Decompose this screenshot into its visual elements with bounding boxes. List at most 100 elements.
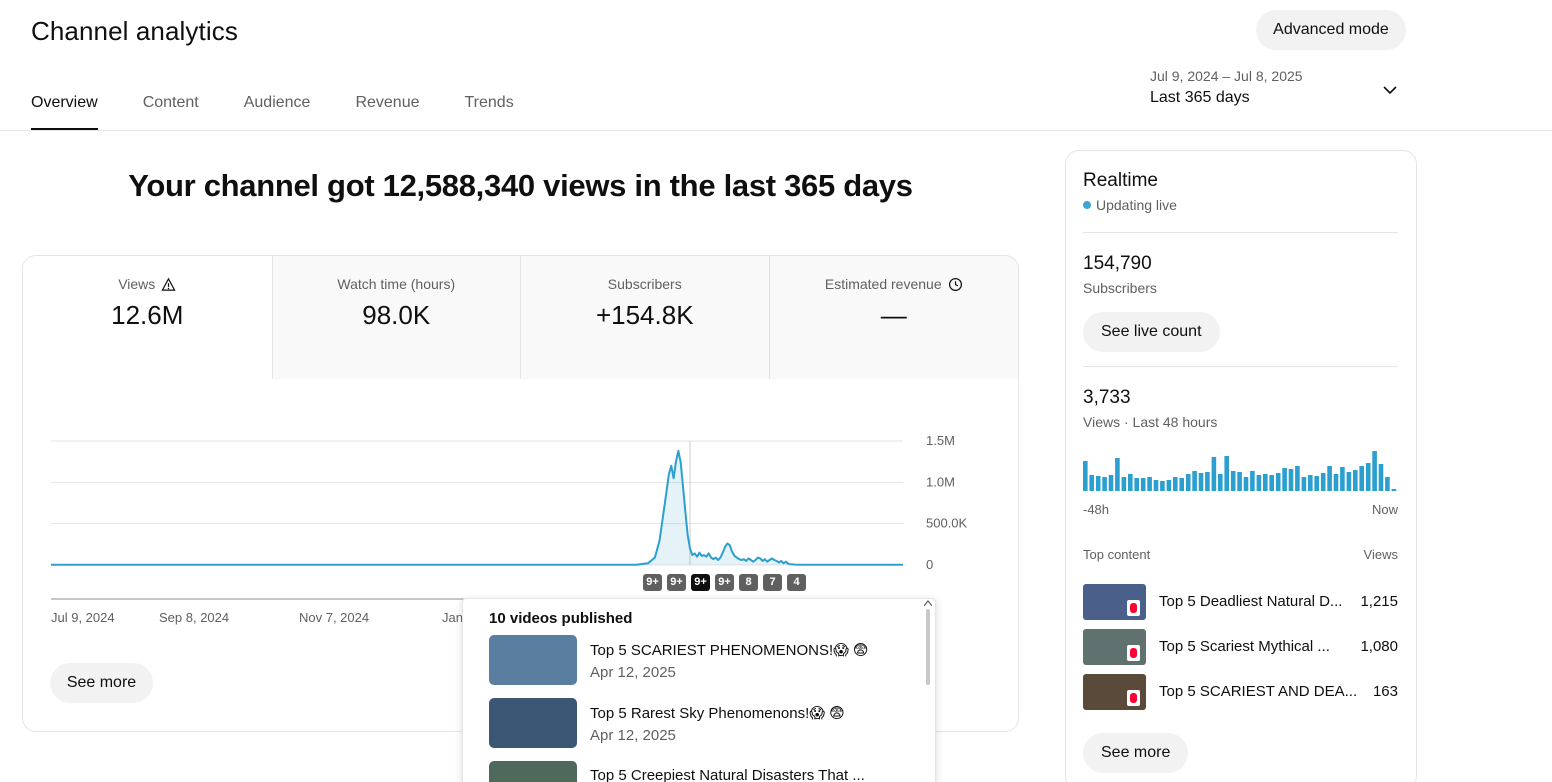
realtime-bar[interactable] — [1192, 471, 1197, 491]
scroll-up-icon[interactable] — [924, 600, 932, 606]
realtime-bar[interactable] — [1115, 458, 1120, 491]
realtime-bar[interactable] — [1359, 466, 1364, 491]
realtime-bar[interactable] — [1134, 478, 1139, 491]
realtime-bar[interactable] — [1301, 477, 1307, 491]
realtime-bar[interactable] — [1230, 471, 1236, 491]
realtime-bar[interactable] — [1346, 472, 1352, 491]
metric-estimated-revenue[interactable]: Estimated revenue — — [768, 256, 1018, 379]
realtime-bar[interactable] — [1095, 476, 1101, 491]
date-range-picker[interactable]: Jul 9, 2024 – Jul 8, 2025 Last 365 days — [1150, 68, 1400, 114]
realtime-bar[interactable] — [1121, 477, 1127, 491]
realtime-bar[interactable] — [1320, 473, 1326, 491]
tab-overview[interactable]: Overview — [31, 84, 98, 130]
realtime-bar[interactable] — [1385, 477, 1390, 491]
realtime-bar[interactable] — [1140, 478, 1146, 491]
publish-badges: 9+ 9+ 9+ 9+ 8 7 4 — [643, 574, 806, 591]
metric-label: Views — [118, 276, 156, 292]
tab-content[interactable]: Content — [142, 94, 199, 111]
views-column-label: Views — [1363, 547, 1398, 562]
realtime-bar[interactable] — [1243, 477, 1249, 491]
publish-count-badge[interactable]: 9+ — [691, 574, 710, 591]
divider — [1083, 366, 1398, 367]
realtime-bar[interactable] — [1153, 480, 1159, 491]
realtime-bar[interactable] — [1237, 472, 1242, 491]
realtime-bar-chart[interactable] — [1083, 451, 1398, 491]
metric-subscribers[interactable]: Subscribers +154.8K — [520, 256, 769, 379]
popup-video-item[interactable]: Top 5 SCARIEST PHENOMENONS!😱 😨 Apr 12, 2… — [489, 635, 909, 687]
realtime-bar[interactable] — [1147, 477, 1152, 491]
realtime-bar[interactable] — [1282, 468, 1287, 491]
advanced-mode-button[interactable]: Advanced mode — [1256, 10, 1406, 50]
realtime-bar[interactable] — [1256, 475, 1262, 491]
realtime-card: Realtime Updating live 154,790 Subscribe… — [1065, 150, 1417, 782]
tab-trends[interactable]: Trends — [464, 94, 514, 111]
realtime-bar[interactable] — [1353, 470, 1358, 491]
video-thumbnail — [489, 698, 577, 748]
x-tick-label: Jul 9, 2024 — [51, 610, 115, 625]
realtime-bar[interactable] — [1372, 451, 1377, 491]
see-more-button[interactable]: See more — [1083, 733, 1189, 773]
realtime-bar[interactable] — [1089, 475, 1094, 491]
top-content-row[interactable]: Top 5 SCARIEST AND DEA... 163 — [1083, 674, 1398, 710]
video-date: Apr 12, 2025 — [590, 727, 676, 744]
views-series-line[interactable] — [51, 449, 903, 566]
top-content-label: Top content — [1083, 547, 1151, 562]
realtime-bar[interactable] — [1102, 477, 1107, 491]
realtime-bar[interactable] — [1288, 469, 1294, 491]
video-thumbnail — [489, 761, 577, 782]
realtime-bar[interactable] — [1166, 480, 1172, 491]
publish-count-badge[interactable]: 7 — [763, 574, 782, 591]
realtime-bar[interactable] — [1250, 471, 1255, 491]
realtime-bar[interactable] — [1365, 463, 1371, 491]
realtime-bar[interactable] — [1218, 474, 1223, 491]
see-live-count-button[interactable]: See live count — [1083, 312, 1220, 352]
top-content-row[interactable]: Top 5 Deadliest Natural D... 1,215 — [1083, 584, 1398, 620]
realtime-bar[interactable] — [1378, 464, 1384, 491]
see-more-button[interactable]: See more — [50, 663, 153, 703]
realtime-subscribers-value: 154,790 — [1083, 253, 1152, 274]
top-content-title: Top 5 SCARIEST AND DEA... — [1159, 683, 1358, 700]
realtime-bar[interactable] — [1173, 477, 1178, 491]
clock-icon — [948, 277, 962, 291]
realtime-bar[interactable] — [1211, 457, 1217, 491]
realtime-bar[interactable] — [1205, 472, 1210, 491]
publish-count-badge[interactable]: 4 — [787, 574, 806, 591]
tab-audience[interactable]: Audience — [243, 94, 311, 111]
realtime-bar[interactable] — [1198, 473, 1204, 491]
publish-count-badge[interactable]: 9+ — [715, 574, 734, 591]
realtime-bar[interactable] — [1340, 467, 1345, 491]
realtime-bar[interactable] — [1224, 456, 1229, 491]
tab-revenue[interactable]: Revenue — [355, 94, 420, 111]
metric-views[interactable]: Views 12.6M — [23, 256, 272, 379]
realtime-bar[interactable] — [1160, 481, 1165, 491]
realtime-bar[interactable] — [1083, 461, 1088, 491]
realtime-bar[interactable] — [1314, 476, 1319, 491]
realtime-bar[interactable] — [1295, 466, 1300, 491]
metric-watch-time[interactable]: Watch time (hours) 98.0K — [271, 256, 520, 379]
views-line-chart[interactable]: 0 500.0K 1.0M 1.5M Jul 9, 2024 Sep 8, 2024 Nov… — [23, 379, 1018, 659]
popup-video-item[interactable]: Top 5 Rarest Sky Phenomenons!😱 😨 Apr 12,… — [489, 698, 909, 750]
popup-video-item[interactable]: Top 5 Creepiest Natural Disasters That .… — [489, 761, 909, 782]
metric-value: 98.0K — [362, 300, 431, 330]
realtime-bar[interactable] — [1275, 473, 1281, 491]
top-content-title: Top 5 Scariest Mythical ... — [1159, 638, 1330, 655]
realtime-bar[interactable] — [1308, 475, 1313, 491]
video-title: Top 5 Rarest Sky Phenomenons!😱 😨 — [590, 705, 845, 722]
realtime-bar[interactable] — [1128, 474, 1133, 491]
publish-count-badge[interactable]: 9+ — [643, 574, 662, 591]
realtime-bar[interactable] — [1179, 478, 1184, 491]
video-thumbnail — [1083, 584, 1146, 620]
live-dot-icon — [1083, 201, 1091, 209]
publish-count-badge[interactable]: 8 — [739, 574, 758, 591]
realtime-bar[interactable] — [1185, 474, 1191, 491]
realtime-bar[interactable] — [1269, 475, 1274, 491]
y-tick-label: 1.0M — [926, 474, 955, 489]
popup-scrollbar[interactable] — [926, 609, 930, 685]
top-content-row[interactable]: Top 5 Scariest Mythical ... 1,080 — [1083, 629, 1398, 665]
realtime-bar[interactable] — [1333, 474, 1339, 491]
realtime-bar[interactable] — [1327, 466, 1332, 491]
realtime-bar[interactable] — [1263, 474, 1268, 491]
realtime-bar[interactable] — [1108, 475, 1114, 491]
realtime-bar[interactable] — [1391, 489, 1397, 491]
publish-count-badge[interactable]: 9+ — [667, 574, 686, 591]
